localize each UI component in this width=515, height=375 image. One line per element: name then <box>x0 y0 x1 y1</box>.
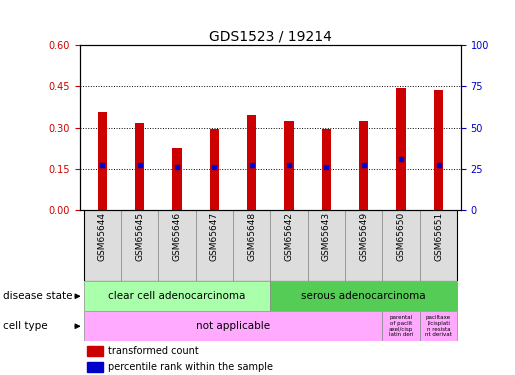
Bar <box>83 311 383 341</box>
Point <box>359 162 368 168</box>
Text: GSM65646: GSM65646 <box>173 212 181 261</box>
Text: GSM65643: GSM65643 <box>322 212 331 261</box>
Bar <box>359 121 368 210</box>
Point <box>98 162 107 168</box>
Point <box>397 156 405 162</box>
Text: GSM65645: GSM65645 <box>135 212 144 261</box>
Text: parental
of paclit
axel/cisp
latin deri: parental of paclit axel/cisp latin deri <box>389 315 414 338</box>
Text: paciltaxe
l/cisplati
n resista
nt derivat: paciltaxe l/cisplati n resista nt deriva… <box>425 315 452 338</box>
Text: not applicable: not applicable <box>196 321 270 331</box>
Bar <box>284 121 294 210</box>
Text: GSM65649: GSM65649 <box>359 212 368 261</box>
Bar <box>322 129 331 210</box>
Bar <box>88 346 102 356</box>
Bar <box>247 115 256 210</box>
Bar <box>434 90 443 210</box>
Point <box>248 162 256 168</box>
Text: GSM65650: GSM65650 <box>397 212 406 261</box>
Bar <box>135 123 144 210</box>
Bar <box>420 311 457 341</box>
Text: GSM65651: GSM65651 <box>434 212 443 261</box>
Text: transformed count: transformed count <box>108 346 199 356</box>
Point <box>434 162 442 168</box>
Text: clear cell adenocarcinoma: clear cell adenocarcinoma <box>108 291 246 301</box>
Point <box>285 162 293 168</box>
Bar <box>173 148 182 210</box>
Text: percentile rank within the sample: percentile rank within the sample <box>108 362 273 372</box>
Point <box>173 164 181 170</box>
Text: disease state: disease state <box>3 291 72 301</box>
Bar <box>83 210 121 281</box>
Bar <box>270 281 457 311</box>
Title: GDS1523 / 19214: GDS1523 / 19214 <box>209 30 332 44</box>
Bar <box>383 210 420 281</box>
Text: GSM65644: GSM65644 <box>98 212 107 261</box>
Bar <box>88 362 102 372</box>
Text: cell type: cell type <box>3 321 47 331</box>
Bar <box>210 129 219 210</box>
Bar <box>233 210 270 281</box>
Text: GSM65648: GSM65648 <box>247 212 256 261</box>
Bar <box>196 210 233 281</box>
Point <box>135 162 144 168</box>
Text: GSM65642: GSM65642 <box>285 212 294 261</box>
Bar <box>83 281 270 311</box>
Point <box>322 164 331 170</box>
Bar <box>97 112 107 210</box>
Bar <box>308 210 345 281</box>
Bar <box>158 210 196 281</box>
Bar <box>397 88 406 210</box>
Point <box>210 164 218 170</box>
Text: GSM65647: GSM65647 <box>210 212 219 261</box>
Bar <box>420 210 457 281</box>
Bar <box>383 311 420 341</box>
Bar <box>270 210 308 281</box>
Bar <box>121 210 158 281</box>
Text: serous adenocarcinoma: serous adenocarcinoma <box>301 291 426 301</box>
Bar <box>345 210 383 281</box>
